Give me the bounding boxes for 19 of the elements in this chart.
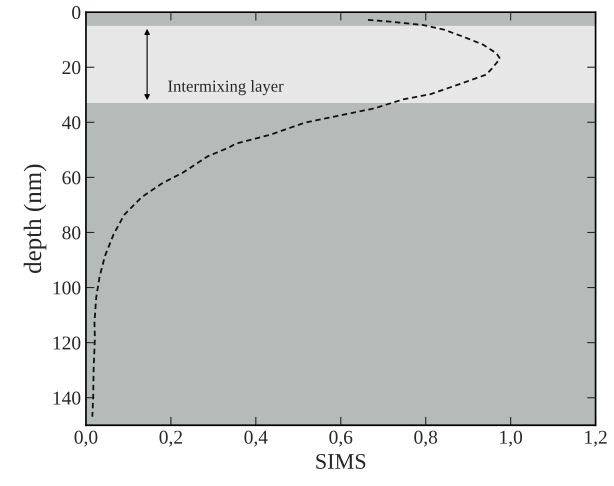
x-tick-label: 1,0 <box>500 430 522 447</box>
band-label: Intermixing layer <box>168 80 284 96</box>
x-tick-label: 0,0 <box>74 430 98 447</box>
y-tick-label: 40 <box>62 116 80 130</box>
y-tick-label: 20 <box>62 61 80 74</box>
line-series <box>91 18 501 418</box>
x-tick-label: 0,8 <box>414 430 438 447</box>
y-tick-label: 80 <box>62 226 80 240</box>
y-tick-label: 100 <box>54 281 80 294</box>
y-tick-label: 60 <box>62 171 80 184</box>
x-tick-label: 0,6 <box>329 430 352 447</box>
x-tick-label: 1,2 <box>585 430 607 447</box>
x-tick-label: 0,4 <box>244 430 268 447</box>
y-tick-label: 140 <box>54 392 80 405</box>
x-axis-title: SIMS <box>316 454 366 469</box>
y-axis-title: depth (nm) <box>24 164 46 273</box>
y-tick-label: 0 <box>72 6 80 20</box>
x-tick-label: 0,2 <box>159 430 182 447</box>
y-tick-label: 120 <box>54 336 80 350</box>
